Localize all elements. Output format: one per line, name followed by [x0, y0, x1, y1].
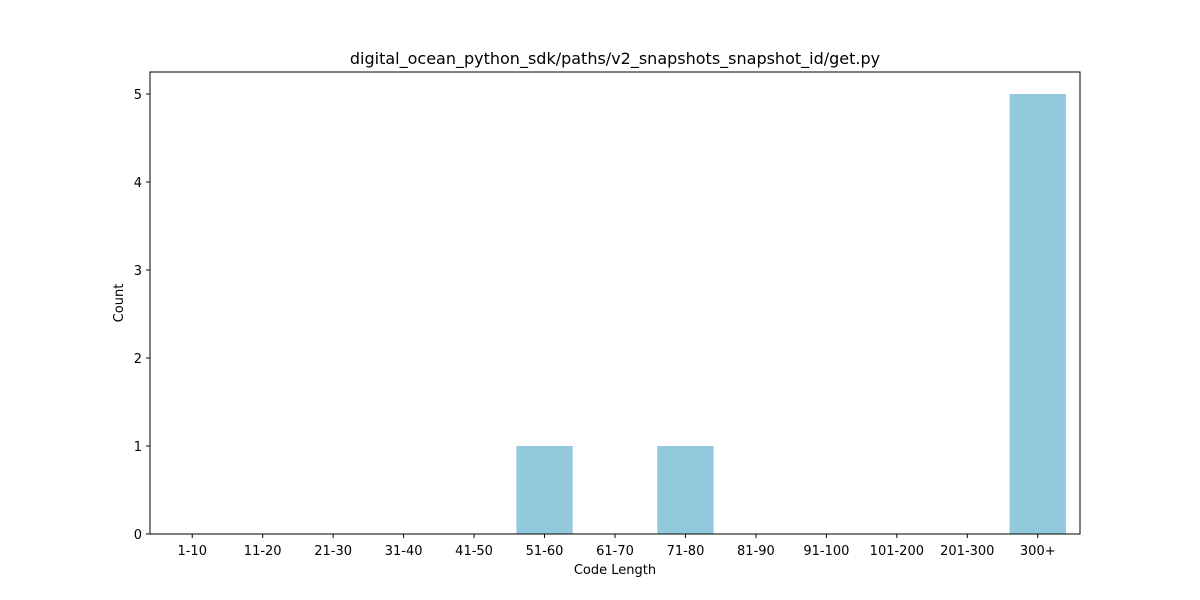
- x-tick-label: 101-200: [870, 544, 924, 559]
- x-tick-label: 41-50: [455, 544, 493, 559]
- bar-51-60: [516, 446, 573, 534]
- x-tick-label: 31-40: [385, 544, 423, 559]
- y-tick-label: 5: [134, 88, 142, 103]
- x-tick-label: 91-100: [803, 544, 849, 559]
- x-tick-label: 71-80: [667, 544, 705, 559]
- x-tick-label: 51-60: [526, 544, 564, 559]
- y-tick-label: 1: [134, 440, 142, 455]
- x-tick-label: 201-300: [940, 544, 994, 559]
- bar-71-80: [657, 446, 714, 534]
- bars-group: [516, 94, 1066, 534]
- y-tick-label: 2: [134, 352, 142, 367]
- y-axis-title: Count: [112, 284, 127, 323]
- x-tick-label: 1-10: [177, 544, 207, 559]
- y-tick-label: 0: [134, 528, 142, 543]
- x-tick-label: 300+: [1020, 544, 1056, 559]
- x-tick-label: 61-70: [596, 544, 634, 559]
- y-axis: 0 1 2 3 4 5: [134, 88, 150, 543]
- x-tick-label: 21-30: [314, 544, 352, 559]
- x-tick-label: 81-90: [737, 544, 775, 559]
- y-tick-label: 3: [134, 264, 142, 279]
- x-axis-title: Code Length: [574, 563, 656, 578]
- chart-title: digital_ocean_python_sdk/paths/v2_snapsh…: [350, 49, 880, 69]
- bar-300+: [1009, 94, 1066, 534]
- y-tick-label: 4: [134, 176, 142, 191]
- x-tick-label: 11-20: [244, 544, 282, 559]
- plot-frame: [149, 71, 1081, 535]
- x-axis: 1-10 11-20 21-30 31-40 41-50 51-60 61-70 71-80 8…: [177, 534, 1056, 559]
